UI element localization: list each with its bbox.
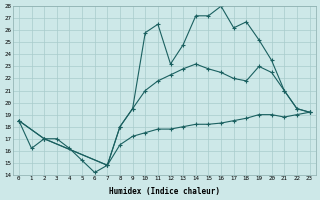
- X-axis label: Humidex (Indice chaleur): Humidex (Indice chaleur): [109, 187, 220, 196]
